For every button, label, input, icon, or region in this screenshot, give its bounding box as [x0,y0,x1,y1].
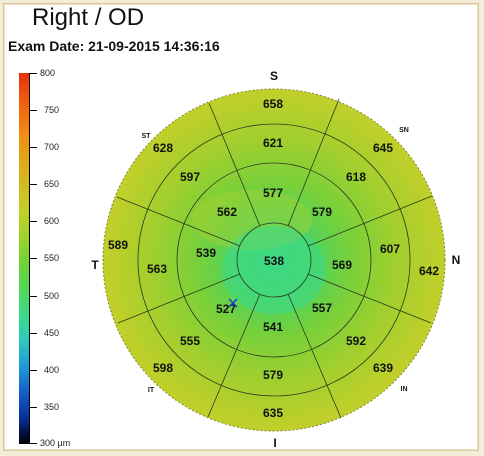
scale-tick [29,258,37,259]
scale-label-350: 350 [44,402,60,412]
value-ring3-upper-right: 645 [373,141,393,155]
value-ring3-lower-left: 598 [153,361,173,375]
direction-inferonasal: IN [401,386,408,393]
value-ring2-lower-left: 555 [180,334,200,348]
sector-dividers [116,98,433,419]
value-ring3-left: 589 [108,238,128,252]
direction-superior: S [270,69,278,83]
value-ring2-top: 621 [263,136,283,150]
value-ring1-upper-right: 579 [312,205,332,219]
value-ring3-upper-left: 628 [153,141,173,155]
ring-3-border [137,123,411,397]
scale-label-400: 400 [44,365,60,375]
scale-label-700: 700 [44,142,60,152]
value-ring2-upper-right: 618 [346,170,366,184]
scale-tick [29,443,37,444]
value-ring3-right: 642 [419,264,439,278]
direction-temporal: T [91,258,99,272]
center-border [236,222,312,298]
scale-tick [29,110,37,111]
value-center: 538 [264,254,284,268]
direction-superonasal: SN [399,127,409,134]
scale-label-500: 500 [44,291,60,301]
exam-date: Exam Date: 21-09-2015 14:36:16 [8,38,220,54]
scale-tick [29,333,37,334]
value-ring1-upper-left: 562 [217,205,237,219]
direction-superotemporal: ST [142,133,152,140]
value-ring2-bottom: 579 [263,368,283,382]
value-ring2-upper-left: 597 [180,170,200,184]
scale-label-750: 750 [44,105,60,115]
thickness-color-scale [19,73,29,444]
value-ring2-left: 563 [147,262,167,276]
scale-label-600: 600 [44,216,60,226]
value-ring1-left: 539 [196,246,216,260]
scale-tick [29,147,37,148]
scale-tick [29,184,37,185]
value-ring1-top: 577 [263,186,283,200]
value-ring1-lower-right: 557 [312,301,332,315]
scale-tick [29,370,37,371]
scale-tick [29,407,37,408]
direction-inferior: I [273,436,276,450]
eye-title: Right / OD [32,4,145,31]
value-ring3-bottom: 635 [263,406,283,420]
scale-label-650: 650 [44,179,60,189]
ring-2-border [176,162,372,358]
value-ring2-lower-right: 592 [346,334,366,348]
scale-label-450: 450 [44,328,60,338]
scale-label-550: 550 [44,253,60,263]
fixation-marker-icon [228,298,238,308]
value-ring1-bottom: 541 [263,320,283,334]
scale-label-800: 800 [40,68,56,78]
value-ring3-top: 658 [263,97,283,111]
scale-tick [29,221,37,222]
value-ring2-right: 607 [380,242,400,256]
scale-tick [29,73,37,74]
scale-tick [29,296,37,297]
scale-label-300: 300 µm [40,438,71,448]
map-shade-center [222,226,326,314]
direction-inferotemporal: IT [148,387,155,394]
value-ring1-right: 569 [332,258,352,272]
value-ring3-lower-right: 639 [373,361,393,375]
direction-nasal: N [452,253,461,267]
